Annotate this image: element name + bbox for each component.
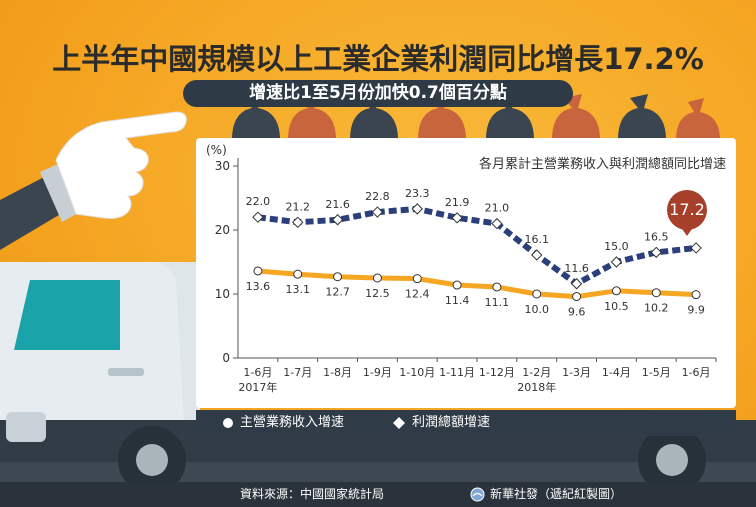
point-profit (411, 203, 423, 215)
money-bag-icon (676, 98, 720, 140)
point-revenue (532, 289, 542, 299)
line-chart: 各月累計主營業務收入與利潤總額同比增速 (%) 0 10 20 30 1-6月 1-7月… (206, 143, 726, 394)
pointing-hand-icon (0, 111, 187, 250)
truck-illustration (0, 262, 756, 494)
x-tick-label: 1-2月 (522, 366, 551, 379)
x-tick-label: 1-8月 (323, 366, 352, 379)
data-label: 22.8 (365, 190, 390, 203)
point-profit (491, 217, 503, 230)
money-bag-icon (552, 94, 600, 140)
data-label: 21.2 (286, 200, 311, 213)
point-profit (531, 249, 543, 261)
x-tick-label: 1-6月 (682, 366, 711, 379)
point-profit (252, 211, 264, 223)
data-label: 10.0 (525, 303, 550, 316)
x-tick-label: 1-6月 (243, 366, 272, 379)
data-label: 12.7 (325, 286, 350, 299)
data-label: 11.1 (485, 296, 510, 309)
point-profit (371, 206, 384, 218)
x-tick-label: 1-10月 (399, 366, 435, 379)
y-tick-label: 10 (215, 287, 230, 301)
money-bag-icon (618, 94, 666, 140)
x-axis: 1-6月 1-7月 1-8月 1-9月 1-10月 1-11月 1-12月 1-2月 1-3月 1… (238, 357, 717, 394)
x-tick-label: 1-7月 (283, 366, 312, 379)
point-revenue (492, 282, 502, 292)
x-tick-label: 1-12月 (479, 366, 515, 379)
point-revenue (412, 274, 422, 284)
page-title: 上半年中國規模以上工業企業利潤同比增長17.2% (52, 42, 704, 76)
money-bag-icon (350, 94, 398, 140)
legend-item-revenue: 主營業務收入增速 (240, 415, 345, 430)
x-tick-label: 1-11月 (439, 366, 475, 379)
point-profit (292, 216, 304, 229)
point-revenue (333, 272, 343, 282)
point-profit (610, 256, 623, 268)
y-axis: 0 10 20 30 (215, 158, 239, 365)
data-label: 9.6 (568, 306, 586, 319)
point-revenue (651, 288, 661, 298)
xinhua-logo-icon (470, 487, 485, 502)
data-label: 16.5 (644, 230, 669, 243)
point-profit (331, 214, 344, 226)
series-line-profit (257, 205, 697, 287)
data-label: 10.5 (604, 300, 629, 313)
money-bag-icon (288, 94, 336, 140)
point-profit (690, 242, 702, 254)
data-label: 9.9 (687, 304, 705, 317)
y-tick-label: 20 (215, 223, 230, 237)
data-label: 11.4 (445, 294, 470, 307)
legend-diamond-icon (393, 417, 405, 429)
x-tick-label: 1-3月 (562, 366, 591, 379)
point-profit (570, 278, 583, 290)
money-bag-icon (232, 94, 280, 140)
point-profit (650, 246, 662, 259)
data-label: 12.4 (405, 288, 430, 301)
money-bag-icon-group (232, 94, 720, 140)
data-label: 16.1 (525, 233, 550, 246)
data-label: 21.9 (445, 196, 470, 209)
point-revenue (372, 273, 382, 283)
point-revenue (572, 292, 582, 302)
legend-item-profit: 利潤總額增速 (412, 415, 491, 430)
page-subtitle: 增速比1至5月份加快0.7個百分點 (183, 80, 573, 107)
data-label: 11.6 (564, 262, 589, 275)
data-label: 12.5 (365, 287, 390, 300)
data-label: 23.3 (405, 187, 430, 200)
money-bag-icon (418, 94, 466, 140)
point-revenue (452, 280, 462, 290)
y-axis-unit: (%) (206, 143, 227, 157)
data-label: 22.0 (246, 195, 271, 208)
data-label: 21.0 (485, 202, 510, 215)
money-bag-icon (486, 94, 534, 140)
year-label: 2018年 (517, 380, 556, 394)
legend: 主營業務收入增速 利潤總額增速 (196, 410, 736, 436)
highlight-bubble: 17.2 (667, 190, 707, 230)
point-revenue (611, 286, 621, 296)
point-revenue (293, 269, 303, 279)
series-layer: 13.6 13.1 12.7 12.5 12.4 11.4 11.1 10.0 9.6 10.5 1… (246, 187, 705, 319)
data-label: 13.6 (246, 280, 271, 293)
data-label: 15.0 (604, 240, 629, 253)
x-tick-label: 1-4月 (602, 366, 631, 379)
data-label: 13.1 (286, 283, 311, 296)
series-line-revenue (257, 268, 697, 300)
highlight-bubble-tail (680, 226, 694, 236)
x-tick-label: 1-5月 (642, 366, 671, 379)
legend-circle-icon (223, 418, 233, 428)
point-revenue (253, 266, 263, 276)
y-tick-label: 0 (222, 351, 230, 365)
point-revenue (691, 290, 701, 300)
credit-text: 新華社發（遞紀紅製圖） (490, 487, 623, 501)
chart-title: 各月累計主營業務收入與利潤總額同比增速 (479, 156, 726, 172)
year-label: 2017年 (238, 380, 277, 394)
x-tick-label: 1-9月 (363, 366, 392, 379)
data-label: 10.2 (644, 302, 669, 315)
data-label: 21.6 (325, 198, 350, 211)
point-profit (451, 212, 463, 224)
footer: 資料來源：中國國家統計局 新華社發（遞紀紅製圖） (0, 482, 756, 507)
source-text: 資料來源：中國國家統計局 (240, 487, 385, 501)
y-tick-label: 30 (215, 159, 230, 173)
